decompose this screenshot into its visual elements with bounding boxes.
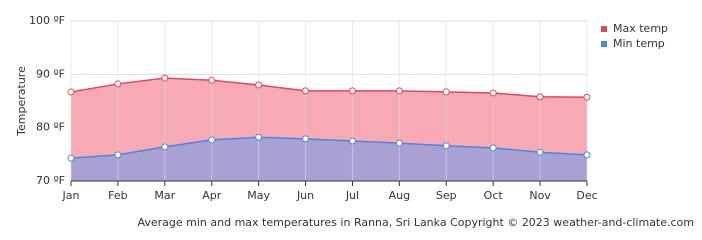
point (208, 76, 216, 84)
point (489, 144, 497, 152)
y-tick-label: 100 ºF (29, 14, 65, 27)
x-tick-label: Feb (108, 189, 127, 202)
point (161, 74, 169, 82)
x-tick-label: Sep (436, 189, 457, 202)
x-tick-label: Jun (296, 189, 314, 202)
x-tick-label: Mar (154, 189, 175, 202)
point (302, 87, 310, 95)
point (536, 148, 544, 156)
point (348, 87, 356, 95)
point (442, 88, 450, 96)
point (302, 135, 310, 143)
point (583, 93, 591, 101)
point (255, 81, 263, 89)
x-tick-label: Jan (62, 189, 80, 202)
line (70, 136, 588, 159)
point (395, 87, 403, 95)
point (536, 93, 544, 101)
legend-label: Min temp (613, 37, 665, 50)
footer: Average min and max temperatures in Rann… (137, 216, 694, 229)
line (70, 77, 588, 99)
legend-swatch (601, 41, 607, 47)
legend-label: Max temp (613, 22, 668, 35)
x-tick-label: Apr (202, 189, 222, 202)
point (583, 151, 591, 159)
point (67, 88, 75, 96)
point (489, 89, 497, 97)
y-axis-label: Temperature (15, 66, 28, 137)
y-tick-label: 90 ºF (36, 67, 65, 80)
x-tick-label: Dec (576, 189, 597, 202)
chart: Temperature Average min and max temperat… (15, 14, 694, 229)
x-tick-label: Nov (529, 189, 551, 202)
point (161, 143, 169, 151)
point (114, 80, 122, 88)
y-tick-label: 80 ºF (36, 121, 65, 134)
area (71, 137, 587, 181)
x-tick-label: Oct (484, 189, 504, 202)
point (395, 139, 403, 147)
point (255, 133, 263, 141)
x-tick-label: Aug (389, 189, 410, 202)
x-tick-label: Jul (345, 189, 359, 202)
point (442, 142, 450, 150)
point (208, 136, 216, 144)
legend-swatch (601, 26, 607, 32)
point (67, 154, 75, 162)
y-tick-label: 70 ºF (36, 174, 65, 187)
x-tick-label: May (247, 189, 270, 202)
point (114, 151, 122, 159)
point (348, 137, 356, 145)
